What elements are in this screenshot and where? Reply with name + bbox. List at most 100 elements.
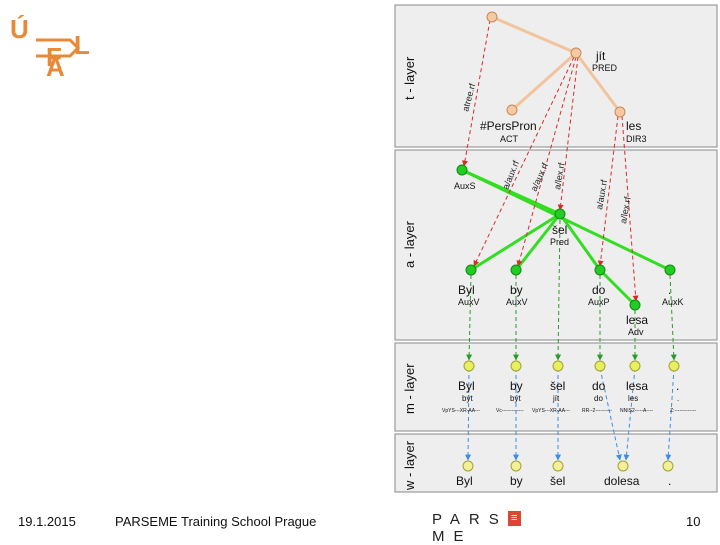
a-layer-label: a - layer	[402, 220, 417, 268]
w-token-period: .	[668, 474, 671, 488]
w-node-by	[510, 460, 522, 472]
am-arrow-byl	[466, 274, 473, 361]
a-func-lesa: Adv	[628, 327, 644, 337]
w-layer-labels: Byl by šel dolesa .	[456, 474, 671, 488]
w-layer-label: w - layer	[402, 440, 417, 491]
t-node-jit	[570, 47, 582, 59]
t-edge-root-jit	[491, 15, 577, 55]
t-layer-panel	[394, 4, 718, 148]
a-edge-do-lesa	[598, 268, 637, 307]
a-m-arrows	[466, 219, 677, 361]
w-layer-nodes	[462, 460, 674, 472]
m-layer-nodes	[463, 360, 680, 372]
t-func-jit: PRED	[592, 63, 618, 73]
a-node-sel	[554, 208, 566, 220]
t-edge-jit-les	[574, 52, 622, 113]
t-node-perspron	[506, 104, 518, 116]
m-form-do: do	[592, 379, 606, 393]
m-form-period: .	[676, 379, 679, 393]
w-token-by: by	[510, 474, 523, 488]
t-func-perspron: ACT	[500, 134, 519, 144]
a-edge-sel-by	[514, 213, 562, 271]
a-edge-sel-byl	[470, 212, 561, 272]
a-node-byl	[465, 264, 477, 276]
a-func-do: AuxP	[588, 297, 610, 307]
m-tag-do: RR--2----------	[582, 408, 612, 414]
t-layer-labels: jít PRED #PersPron ACT les DIR3	[480, 49, 647, 144]
ref-arrow-aux-byl	[473, 56, 575, 267]
a-func-sel: Pred	[550, 237, 569, 247]
a-edge-sel-do	[558, 213, 602, 271]
logo-arrow-icon	[36, 38, 81, 58]
logo-letter-a: A	[46, 52, 66, 82]
t-edge-jit-perspron	[511, 51, 577, 112]
t-node-les	[614, 106, 626, 118]
m-tag-lesa: NNIS2-----A----	[620, 408, 653, 414]
logo-letter-u: Ú	[10, 14, 30, 44]
a-node-by	[510, 264, 522, 276]
m-form-lesa: lesa	[626, 379, 648, 393]
m-tag-byl: VpYS---XR-AA---	[442, 408, 480, 414]
a-node-root	[456, 164, 468, 176]
w-token-dolesa: dolesa	[604, 474, 640, 488]
a-word-lesa: lesa	[626, 313, 648, 327]
w-node-dolesa	[617, 460, 629, 472]
footer-title: PARSEME Training School Prague	[115, 514, 317, 529]
m-node-lesa	[629, 360, 641, 372]
mw-arrow-period	[665, 367, 675, 461]
m-layer-label: m - layer	[402, 363, 417, 414]
am-arrow-sel	[555, 219, 562, 361]
a-word-by: by	[510, 283, 523, 297]
ref-arrow-lex-lesa	[621, 115, 639, 302]
m-form-by: by	[510, 379, 523, 393]
t-layer-label: t - layer	[402, 56, 417, 100]
m-lemma-by: být	[510, 394, 521, 403]
m-node-byl	[463, 360, 475, 372]
logo-letter-l: L	[74, 30, 91, 60]
page-number: 10	[686, 514, 701, 529]
parseme-logo-left: PARS	[432, 511, 508, 528]
ref-label-lex1: a/lex.rf	[552, 162, 567, 191]
w-token-byl: Byl	[456, 474, 473, 488]
t-layer-nodes	[486, 11, 626, 118]
parseme-logo-e: ≡	[507, 511, 521, 526]
m-lemma-lesa: les	[628, 394, 638, 403]
am-arrow-period	[669, 274, 677, 361]
a-func-period: AuxK	[662, 297, 684, 307]
a-layer-labels: AuxS šel Pred Byl AuxV by AuxV do AuxP .…	[454, 181, 684, 337]
w-node-period	[662, 460, 674, 472]
parseme-logo-right: ME	[432, 528, 473, 545]
a-layer-nodes	[456, 164, 676, 311]
t-word-les: les	[626, 119, 641, 133]
w-node-byl	[462, 460, 474, 472]
ufal-logo: Ú F A L	[8, 14, 98, 82]
a-func-by: AuxV	[506, 297, 528, 307]
footer-date: 19.1.2015	[18, 514, 76, 529]
m-lemma-period: .	[677, 394, 679, 403]
ref-arrow-lex-sel	[557, 56, 579, 211]
t-node-root	[486, 11, 498, 23]
a-word-byl: Byl	[458, 283, 475, 297]
t-func-les: DIR3	[626, 134, 647, 144]
a-word-do: do	[592, 283, 606, 297]
m-lemma-sel: jít	[552, 394, 560, 403]
w-token-sel: šel	[550, 474, 565, 488]
m-layer-labels: Byl být VpYS---XR-AA--- by být Vc-------…	[442, 379, 696, 414]
m-node-by	[510, 360, 522, 372]
a-word-sel: šel	[552, 223, 567, 237]
mw-arrow-lesa	[623, 367, 636, 461]
m-tag-sel: VpYS---XR-AA---	[532, 408, 570, 414]
ref-arrow-aux-by	[516, 56, 577, 267]
m-form-sel: šel	[550, 379, 565, 393]
m-tag-period: Z:-------------	[670, 408, 696, 414]
m-node-sel	[552, 360, 564, 372]
a-layer-edges	[461, 168, 671, 307]
m-form-byl: Byl	[458, 379, 475, 393]
ref-arrow-atree	[461, 19, 491, 167]
a-node-period	[664, 264, 676, 276]
a-word-period: .	[668, 283, 671, 297]
m-tag-by: Vc-------------	[496, 408, 524, 414]
t-word-jit: jít	[595, 49, 606, 63]
m-w-arrows	[465, 367, 675, 461]
t-a-ref-arrows	[461, 19, 639, 302]
